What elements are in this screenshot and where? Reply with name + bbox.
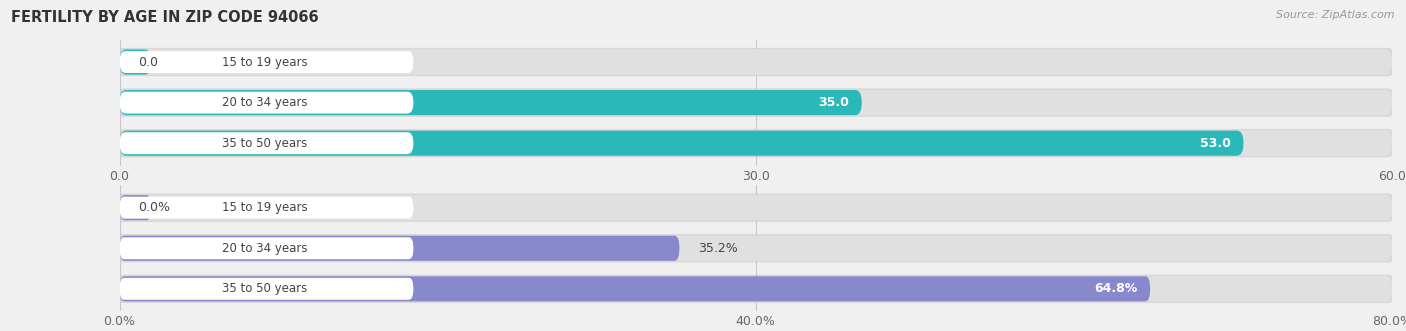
FancyBboxPatch shape <box>120 195 1392 220</box>
FancyBboxPatch shape <box>117 48 1395 76</box>
FancyBboxPatch shape <box>120 49 152 74</box>
FancyBboxPatch shape <box>120 197 413 219</box>
Text: 15 to 19 years: 15 to 19 years <box>222 201 308 214</box>
FancyBboxPatch shape <box>120 90 862 115</box>
FancyBboxPatch shape <box>120 276 1392 302</box>
FancyBboxPatch shape <box>120 132 413 154</box>
FancyBboxPatch shape <box>117 129 1395 157</box>
Text: 53.0: 53.0 <box>1199 137 1230 150</box>
FancyBboxPatch shape <box>120 90 1392 115</box>
FancyBboxPatch shape <box>117 234 1395 262</box>
FancyBboxPatch shape <box>120 276 1150 302</box>
Text: 35.0: 35.0 <box>818 96 849 109</box>
FancyBboxPatch shape <box>120 49 1392 74</box>
FancyBboxPatch shape <box>120 131 1243 156</box>
FancyBboxPatch shape <box>120 236 1392 261</box>
FancyBboxPatch shape <box>120 49 1392 74</box>
FancyBboxPatch shape <box>117 194 1395 222</box>
FancyBboxPatch shape <box>120 131 1392 156</box>
FancyBboxPatch shape <box>120 51 413 73</box>
FancyBboxPatch shape <box>120 195 152 220</box>
FancyBboxPatch shape <box>117 88 1395 117</box>
FancyBboxPatch shape <box>120 237 413 259</box>
FancyBboxPatch shape <box>120 276 1392 302</box>
Text: 64.8%: 64.8% <box>1094 282 1137 295</box>
Text: 20 to 34 years: 20 to 34 years <box>222 242 308 255</box>
Text: 0.0: 0.0 <box>139 56 159 69</box>
Text: Source: ZipAtlas.com: Source: ZipAtlas.com <box>1277 10 1395 20</box>
FancyBboxPatch shape <box>120 278 413 300</box>
FancyBboxPatch shape <box>120 92 413 114</box>
Text: 15 to 19 years: 15 to 19 years <box>222 56 308 69</box>
FancyBboxPatch shape <box>117 275 1395 303</box>
Text: FERTILITY BY AGE IN ZIP CODE 94066: FERTILITY BY AGE IN ZIP CODE 94066 <box>11 10 319 25</box>
Text: 35 to 50 years: 35 to 50 years <box>222 282 308 295</box>
Text: 35 to 50 years: 35 to 50 years <box>222 137 308 150</box>
FancyBboxPatch shape <box>120 131 1392 156</box>
Text: 20 to 34 years: 20 to 34 years <box>222 96 308 109</box>
Text: 0.0%: 0.0% <box>139 201 170 214</box>
FancyBboxPatch shape <box>120 236 679 261</box>
Text: 35.2%: 35.2% <box>699 242 738 255</box>
FancyBboxPatch shape <box>120 195 1392 220</box>
FancyBboxPatch shape <box>120 90 1392 115</box>
FancyBboxPatch shape <box>120 236 1392 261</box>
